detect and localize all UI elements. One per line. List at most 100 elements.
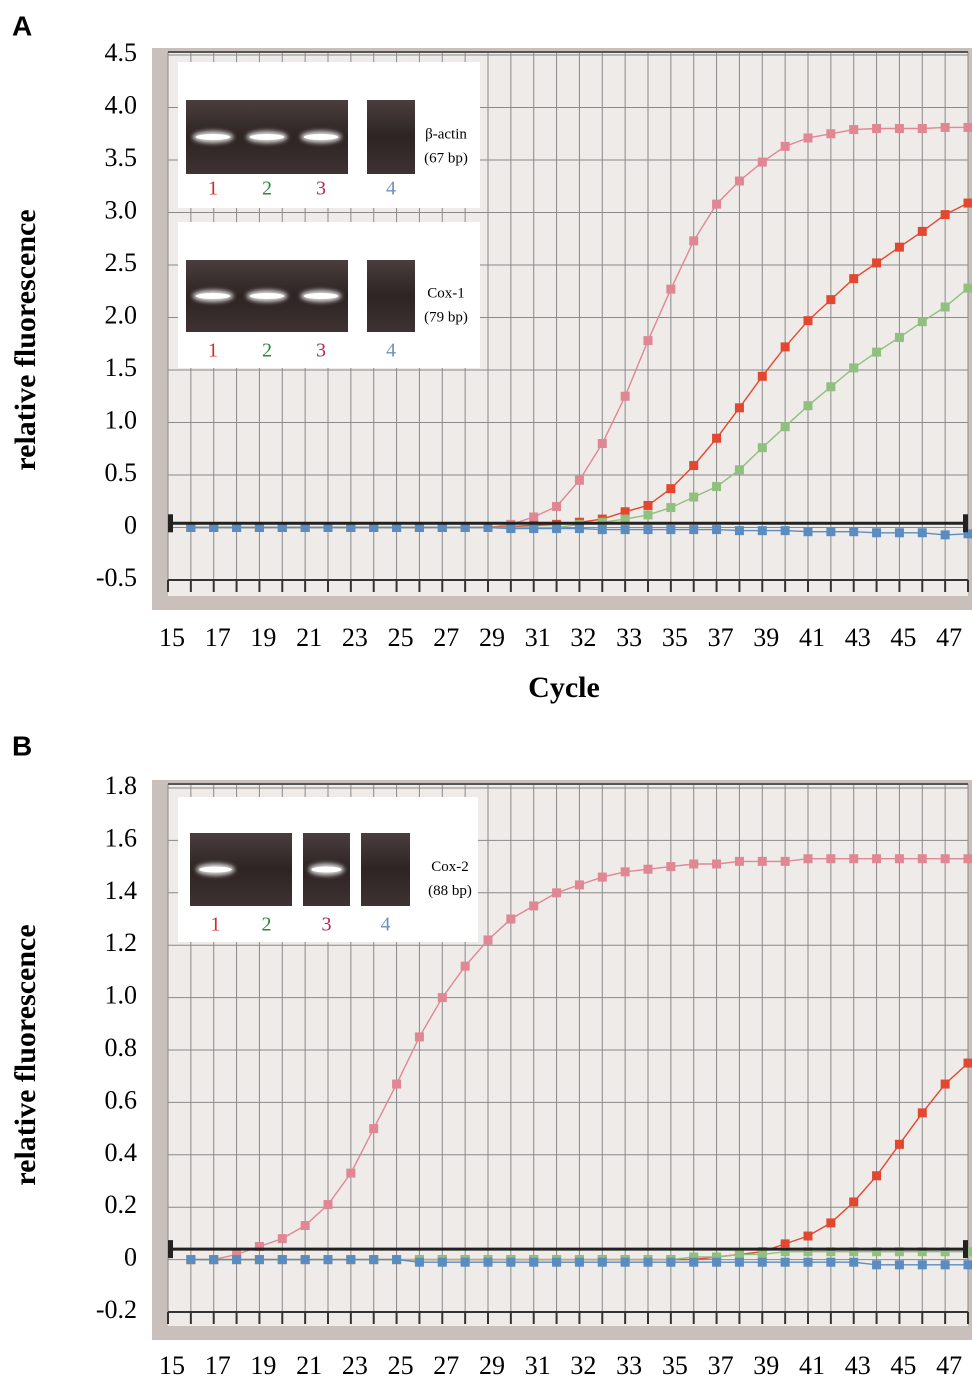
data-point xyxy=(460,961,470,971)
x-tick-label: 39 xyxy=(753,1351,779,1380)
y-tick-label: 4.0 xyxy=(105,90,138,119)
x-tick-label: 17 xyxy=(205,623,231,652)
data-point xyxy=(894,1260,904,1270)
data-point xyxy=(689,1257,699,1267)
data-point xyxy=(917,1247,927,1257)
data-point xyxy=(506,1257,516,1267)
x-tick-label: 21 xyxy=(296,1351,322,1380)
y-tick-label: -0.5 xyxy=(96,563,137,592)
data-point xyxy=(414,523,424,532)
data-point xyxy=(917,226,927,236)
panel-label: A xyxy=(12,10,32,41)
data-point xyxy=(392,523,402,532)
x-tick-label: 41 xyxy=(799,623,825,652)
data-point xyxy=(849,125,859,135)
lane-number: 2 xyxy=(262,340,272,362)
lane-number: 4 xyxy=(386,340,396,362)
lane-number: 3 xyxy=(316,340,326,362)
data-point xyxy=(620,514,630,524)
data-point xyxy=(666,484,676,494)
data-point xyxy=(689,236,699,246)
y-tick-label: 1.2 xyxy=(105,928,138,957)
gel-band xyxy=(311,866,342,873)
lane-number: 4 xyxy=(381,914,391,936)
x-tick-label: 21 xyxy=(296,623,322,652)
data-point xyxy=(346,523,356,532)
gel-band xyxy=(195,293,231,299)
data-point xyxy=(849,1197,859,1207)
data-point xyxy=(712,1257,722,1267)
data-point xyxy=(300,1221,310,1231)
data-point xyxy=(346,1255,356,1265)
y-tick-label: 4.5 xyxy=(105,38,138,67)
x-tick-label: 15 xyxy=(159,1351,185,1380)
data-point xyxy=(963,854,972,864)
data-point xyxy=(666,503,676,513)
data-point xyxy=(254,1255,264,1265)
data-point xyxy=(894,1139,904,1149)
data-point xyxy=(963,1058,972,1068)
gene-label: β-actin xyxy=(425,126,467,142)
amplicon-size: (88 bp) xyxy=(428,883,472,899)
data-point xyxy=(392,1079,402,1089)
data-point xyxy=(872,124,882,133)
data-point xyxy=(552,1257,562,1267)
x-tick-label: 33 xyxy=(616,1351,642,1380)
data-point xyxy=(620,525,630,535)
data-point xyxy=(894,528,904,538)
panel-label: B xyxy=(12,730,32,761)
y-axis-title: relative fluorescence xyxy=(9,924,42,1185)
data-point xyxy=(803,1231,813,1241)
y-tick-label: 1.4 xyxy=(105,876,138,905)
data-point xyxy=(940,1247,950,1257)
data-point xyxy=(414,1032,424,1042)
data-point xyxy=(780,1247,790,1257)
x-tick-label: 31 xyxy=(525,1351,551,1380)
data-point xyxy=(620,1257,630,1267)
data-point xyxy=(734,526,744,536)
data-point xyxy=(872,1171,882,1181)
data-point xyxy=(437,993,447,1003)
data-point xyxy=(620,867,630,877)
lane-number: 1 xyxy=(208,340,218,362)
data-point xyxy=(849,1257,859,1267)
data-point xyxy=(780,856,790,866)
data-point xyxy=(689,461,699,471)
x-tick-label: 43 xyxy=(845,623,871,652)
data-point xyxy=(574,880,584,890)
x-tick-label: 43 xyxy=(845,1351,871,1380)
data-point xyxy=(826,295,836,305)
data-point xyxy=(712,525,722,535)
gel-band xyxy=(249,134,285,140)
y-tick-label: 0 xyxy=(124,510,137,539)
data-point xyxy=(666,862,676,872)
x-tick-label: 32 xyxy=(570,1351,596,1380)
data-point xyxy=(437,1257,447,1267)
data-point xyxy=(209,523,219,532)
data-point xyxy=(712,482,722,492)
x-tick-label: 19 xyxy=(250,623,276,652)
x-tick-label: 17 xyxy=(205,1351,231,1380)
data-point xyxy=(666,1257,676,1267)
y-tick-label: 1.5 xyxy=(105,353,138,382)
data-point xyxy=(734,176,744,186)
data-point xyxy=(597,1257,607,1267)
data-point xyxy=(826,382,836,392)
data-point xyxy=(963,283,972,293)
data-point xyxy=(963,529,972,539)
data-point xyxy=(574,1257,584,1267)
x-tick-label: 39 xyxy=(753,623,779,652)
data-point xyxy=(666,284,676,294)
y-tick-label: 3.5 xyxy=(105,143,138,172)
data-point xyxy=(529,524,539,534)
lane-number: 2 xyxy=(262,914,272,936)
data-point xyxy=(437,523,447,532)
data-point xyxy=(414,1257,424,1267)
lane-number: 3 xyxy=(322,914,332,936)
data-point xyxy=(757,371,767,381)
x-tick-label: 33 xyxy=(616,623,642,652)
x-tick-label: 35 xyxy=(662,1351,688,1380)
data-point xyxy=(940,122,950,132)
data-point xyxy=(940,210,950,220)
